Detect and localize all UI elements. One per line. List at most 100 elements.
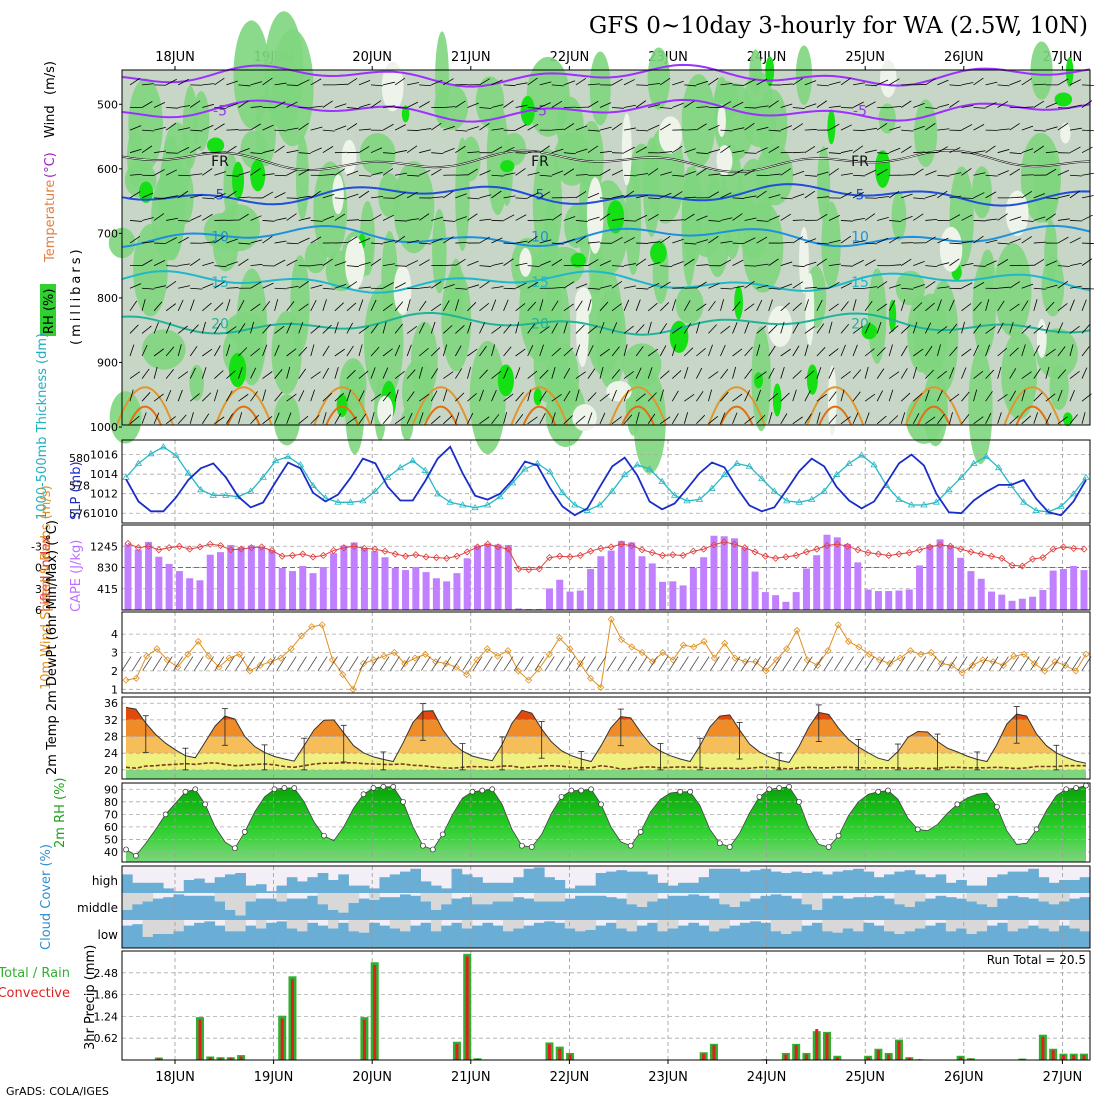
wind-barb: [190, 215, 202, 221]
rh-moist-area: [1030, 41, 1053, 100]
precip-frame: [121, 950, 1091, 1061]
wind-barb: [647, 168, 659, 176]
li-point: [288, 551, 297, 560]
wind-barb: [358, 326, 369, 334]
wind-barb: [202, 392, 212, 402]
rh-wet-area: [875, 150, 891, 188]
wind-barb: [431, 303, 442, 312]
wind-barb: [865, 149, 877, 154]
rh-dry-area: [332, 174, 344, 215]
li-point: [854, 546, 862, 554]
wind-barb: [611, 389, 617, 402]
thickness-tick-label: 576: [69, 507, 90, 520]
li-point: [124, 539, 132, 547]
wind-barb: [623, 285, 636, 289]
thickness-point: [496, 492, 504, 500]
cloud-cell: [997, 898, 1009, 921]
wind-barb: [961, 168, 972, 176]
wind-barb: [1021, 344, 1026, 357]
thickness-point: [234, 492, 242, 500]
wind-barb: [671, 390, 679, 402]
wind-barb: [226, 129, 239, 131]
wind-barb: [768, 146, 780, 154]
wind-barb: [792, 265, 805, 268]
wind-barb: [816, 323, 825, 334]
wind-barb: [684, 84, 697, 87]
slp-thickness-labels: 1000-500mb Thickness (dm) SLP (mb): [35, 333, 84, 520]
cloud-cell: [142, 936, 154, 948]
wind-barb: [660, 77, 671, 86]
rh-wet-area: [734, 285, 743, 320]
li-point: [144, 542, 153, 550]
wind-barb: [431, 216, 443, 221]
wind-barb: [624, 104, 636, 108]
wind-barb: [756, 284, 769, 289]
wind-barb: [1069, 414, 1078, 425]
cloud-cell: [853, 931, 864, 948]
cloud-gap: [317, 893, 329, 905]
wind-barb: [527, 172, 540, 176]
wind-barb: [949, 242, 962, 245]
wind-barb: [395, 150, 407, 154]
wind-speed-line: [125, 617, 1087, 691]
cloud-cover-label: Cloud Cover (%): [39, 844, 54, 950]
cloud-cell: [575, 885, 586, 894]
wind-barb: [804, 326, 815, 334]
wind-barb: [346, 219, 359, 221]
wind-barb: [527, 107, 540, 109]
cape-bar: [751, 571, 759, 610]
wind-barb: [876, 237, 889, 244]
wind-barb: [1045, 393, 1056, 402]
cape-bar: [371, 551, 379, 610]
wind-barb: [1057, 369, 1067, 379]
wind-barb: [431, 415, 441, 425]
wind-speed-point: [555, 634, 564, 642]
wind-barb: [334, 413, 342, 424]
wind-barb: [467, 126, 479, 131]
rh-dry-area: [1036, 318, 1047, 358]
wind-speed-point: [700, 637, 708, 646]
wind-barb: [467, 393, 477, 402]
wind-barb: [852, 325, 863, 334]
wind-barb: [370, 412, 375, 424]
thickness-point: [783, 497, 791, 504]
cape-bar: [926, 544, 934, 610]
wind-barb: [430, 347, 441, 357]
wind-barb-10m: [823, 656, 834, 671]
rh-dry-area: [880, 59, 897, 98]
wind-barb: [394, 77, 406, 86]
wind-barb: [575, 300, 583, 312]
wind-barb: [226, 145, 237, 154]
cloud-cell: [585, 885, 597, 894]
wind-barb: [153, 366, 158, 379]
wind-speed-point: [122, 676, 130, 684]
wind-barb: [1081, 367, 1088, 379]
wind-barb: [1009, 196, 1022, 199]
rh-tick-label: 90: [104, 783, 118, 796]
wind-barb: [346, 193, 359, 199]
cape-bar: [864, 589, 872, 610]
wind-barb: [925, 281, 936, 289]
wind-barb: [226, 413, 234, 424]
temp-tick-label: 20: [104, 764, 118, 777]
cloud-cell: [441, 888, 452, 894]
wind-barb: [587, 259, 599, 266]
cloud-gap: [842, 920, 854, 929]
wind-barb: [467, 366, 472, 379]
rh-dry-area: [519, 247, 532, 277]
rh-2m-label: 2m RH (%): [53, 777, 68, 848]
wind-barb: [165, 303, 176, 312]
wind-barb: [985, 326, 996, 334]
wind-barb: [418, 322, 425, 334]
wind-barb: [238, 393, 249, 402]
wind-barb: [912, 366, 918, 379]
cape-bar: [268, 550, 276, 610]
wind-barb: [346, 123, 358, 131]
rh-moist-area: [236, 268, 268, 386]
wind-barb: [479, 236, 491, 244]
wind-barb: [961, 348, 972, 357]
wind-10m-label: 10m Wind Speed & Barbs (m/s): [39, 485, 54, 690]
cloud-cell: [1059, 880, 1070, 894]
cloud-cell: [1069, 898, 1081, 921]
wind-barb: [599, 348, 610, 357]
